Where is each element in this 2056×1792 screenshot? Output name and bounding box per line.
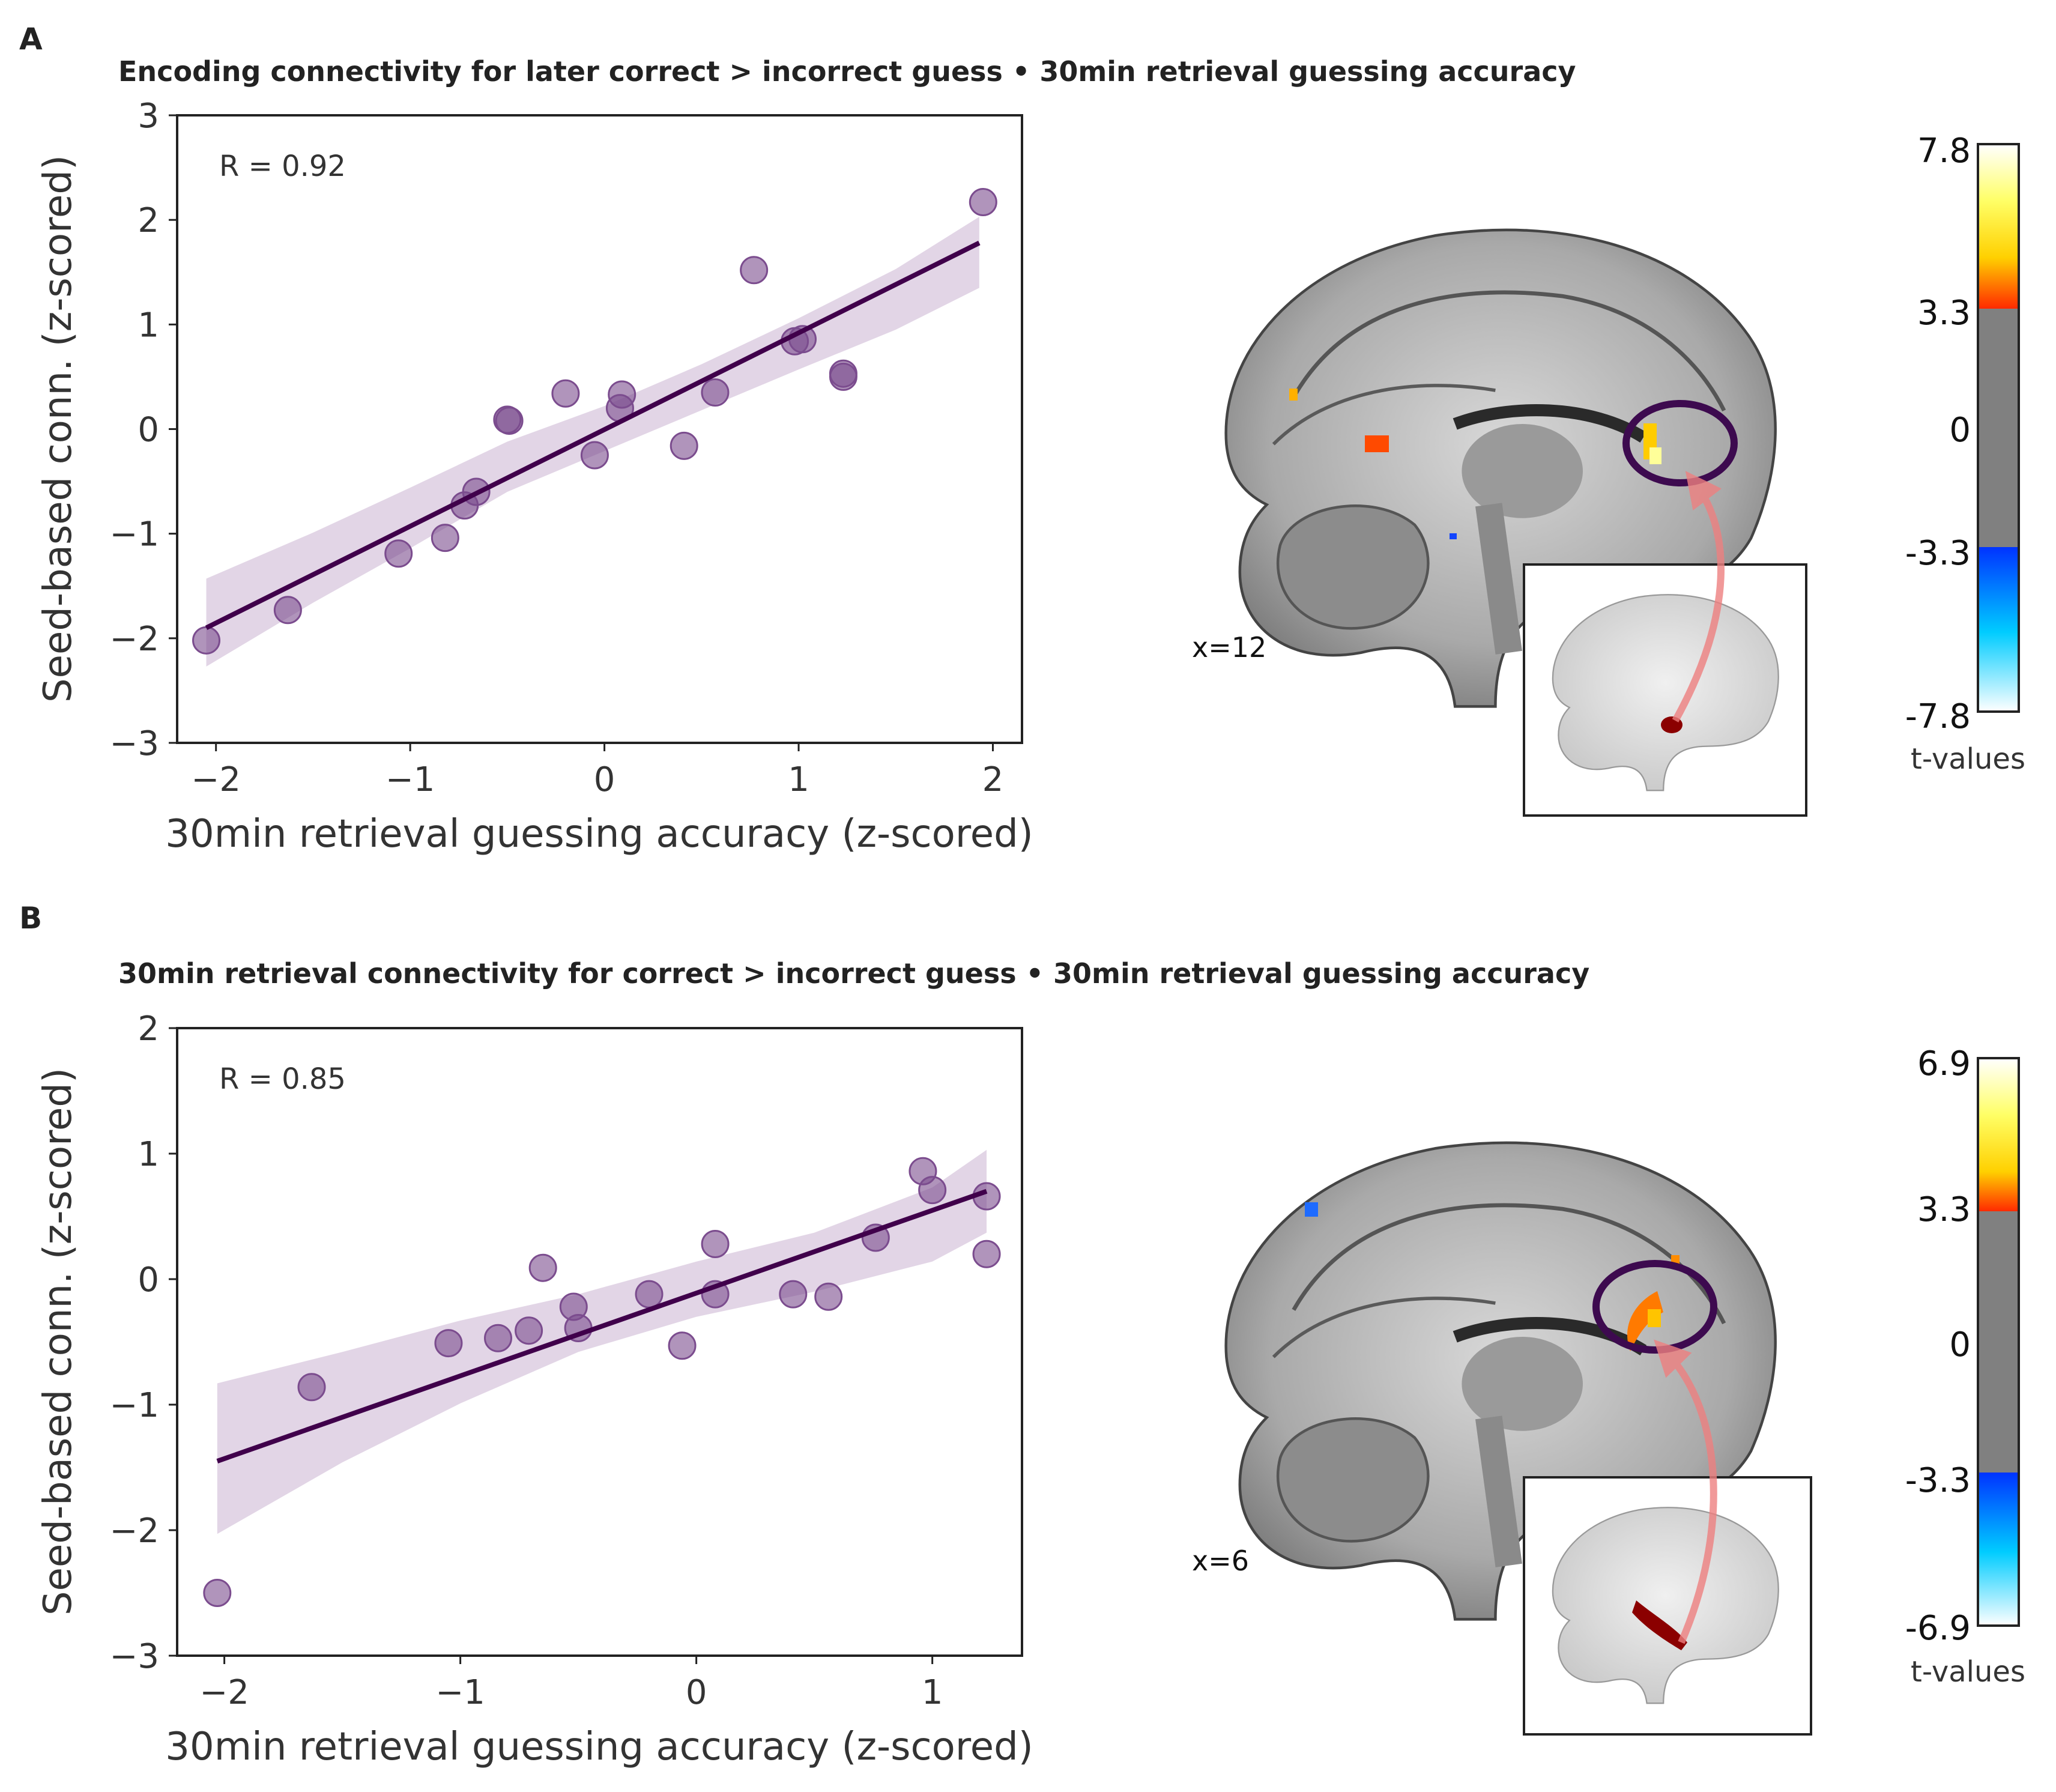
x-tick-label: −1 bbox=[386, 760, 435, 799]
seed-region bbox=[1632, 1600, 1687, 1650]
panel-a: A Encoding connectivity for later correc… bbox=[19, 22, 2025, 856]
data-point bbox=[972, 1240, 1001, 1268]
y-tick-label: −2 bbox=[109, 1512, 159, 1551]
data-point bbox=[434, 1329, 463, 1358]
data-point bbox=[814, 1282, 843, 1311]
seed-arrow bbox=[1654, 1339, 1717, 1644]
panel-title: 30min retrieval connectivity for correct… bbox=[118, 957, 1589, 990]
colorbar-b: 6.9 3.3 0 -3.3 -6.9 t-values bbox=[1905, 1044, 2025, 1689]
colorbar-tick: -7.8 bbox=[1905, 697, 1971, 736]
data-point bbox=[384, 539, 413, 568]
y-tick-label: −1 bbox=[109, 1386, 159, 1425]
panel-letter: B bbox=[19, 901, 42, 936]
panel-title: Encoding connectivity for later correct … bbox=[118, 55, 1576, 88]
y-tick-label: −3 bbox=[109, 1637, 159, 1676]
data-point bbox=[918, 1176, 947, 1205]
colorbar-gradient bbox=[1977, 143, 2020, 713]
data-point bbox=[551, 379, 580, 408]
scatter-chart-a: −2 −1 0 1 2 −3 −2 −1 0 1 2 3 R = 0.92 30min retrie… bbox=[36, 97, 1033, 856]
colorbar-label: t-values bbox=[1911, 1655, 2025, 1689]
x-tick-label: 0 bbox=[686, 1673, 707, 1712]
x-axis-label: 30min retrieval guessing accuracy (z-sco… bbox=[165, 1725, 1033, 1769]
data-point bbox=[515, 1316, 543, 1345]
data-point bbox=[608, 380, 636, 409]
roi-circle bbox=[1622, 400, 1738, 486]
data-point bbox=[192, 626, 221, 655]
y-tick-label: −3 bbox=[109, 724, 159, 763]
y-tick-label: 1 bbox=[138, 1135, 159, 1174]
x-tick-label: 1 bbox=[788, 760, 809, 799]
colorbar-gradient bbox=[1977, 1057, 2020, 1627]
plot-frame bbox=[176, 1027, 1023, 1657]
data-point bbox=[701, 1229, 730, 1258]
y-tick-label: −2 bbox=[109, 620, 159, 659]
panel-b: B 30min retrieval connectivity for corre… bbox=[19, 901, 2025, 1769]
x-tick-label: −2 bbox=[199, 1673, 249, 1712]
slice-label: x=12 bbox=[1192, 631, 1266, 664]
y-tick-label: 0 bbox=[138, 1261, 159, 1300]
data-point bbox=[495, 407, 524, 435]
slice-label: x=6 bbox=[1192, 1545, 1249, 1577]
x-tick-label: 1 bbox=[922, 1673, 943, 1712]
colorbar-tick: -6.9 bbox=[1905, 1609, 1971, 1648]
colorbar-tick: 7.8 bbox=[1917, 132, 1971, 171]
correlation-annotation: R = 0.85 bbox=[219, 1062, 346, 1096]
data-point bbox=[670, 431, 698, 460]
data-point bbox=[635, 1280, 664, 1309]
y-tick-label: 0 bbox=[138, 411, 159, 450]
data-point bbox=[297, 1373, 326, 1402]
seed-arrow bbox=[1672, 471, 1725, 722]
colorbar-tick: 3.3 bbox=[1917, 1190, 1971, 1229]
scatter-chart-b: −2 −1 0 1 −3 −2 −1 0 1 2 R = 0.85 30min retrieva… bbox=[36, 1010, 1033, 1769]
data-point bbox=[829, 362, 857, 391]
y-axis-label: Seed-based conn. (z-scored) bbox=[36, 155, 80, 703]
y-tick-label: 3 bbox=[138, 97, 159, 136]
y-tick-label: 1 bbox=[138, 306, 159, 345]
data-point bbox=[668, 1331, 697, 1360]
confidence-band bbox=[217, 1149, 987, 1534]
y-tick-label: −1 bbox=[109, 515, 159, 554]
colorbar-tick: -3.3 bbox=[1905, 1461, 1971, 1500]
x-tick-label: −2 bbox=[191, 760, 241, 799]
panel-letter: A bbox=[19, 22, 43, 56]
regression-line bbox=[216, 1188, 988, 1464]
colorbar-tick: 0 bbox=[1949, 1325, 1971, 1364]
data-point bbox=[431, 524, 459, 552]
x-tick-label: −1 bbox=[435, 1673, 485, 1712]
x-axis-label: 30min retrieval guessing accuracy (z-sco… bbox=[165, 812, 1033, 856]
correlation-annotation: R = 0.92 bbox=[219, 150, 346, 183]
brain-slice-b: x=6 bbox=[1192, 1143, 1812, 1736]
data-point bbox=[779, 1280, 808, 1309]
brain-slice-a: x=12 bbox=[1192, 230, 1807, 817]
data-point bbox=[580, 441, 609, 470]
y-tick-label: 2 bbox=[138, 201, 159, 240]
x-tick-label: 2 bbox=[982, 760, 1004, 799]
data-point bbox=[740, 256, 769, 285]
data-point bbox=[203, 1579, 232, 1607]
data-point bbox=[701, 378, 730, 407]
colorbar-tick: -3.3 bbox=[1905, 534, 1971, 573]
data-point bbox=[969, 188, 997, 217]
y-axis-label: Seed-based conn. (z-scored) bbox=[36, 1068, 80, 1615]
data-point bbox=[528, 1253, 557, 1282]
colorbar-tick: 3.3 bbox=[1917, 294, 1971, 333]
colorbar-tick: 6.9 bbox=[1917, 1044, 1971, 1083]
colorbar-tick: 0 bbox=[1949, 411, 1971, 450]
x-tick-label: 0 bbox=[594, 760, 615, 799]
y-tick-label: 2 bbox=[138, 1010, 159, 1049]
data-point bbox=[273, 596, 302, 625]
colorbar-label: t-values bbox=[1911, 742, 2025, 776]
colorbar-a: 7.8 3.3 0 -3.3 -7.8 t-values bbox=[1905, 132, 2025, 776]
regression-line bbox=[205, 240, 981, 630]
data-point bbox=[484, 1324, 513, 1352]
